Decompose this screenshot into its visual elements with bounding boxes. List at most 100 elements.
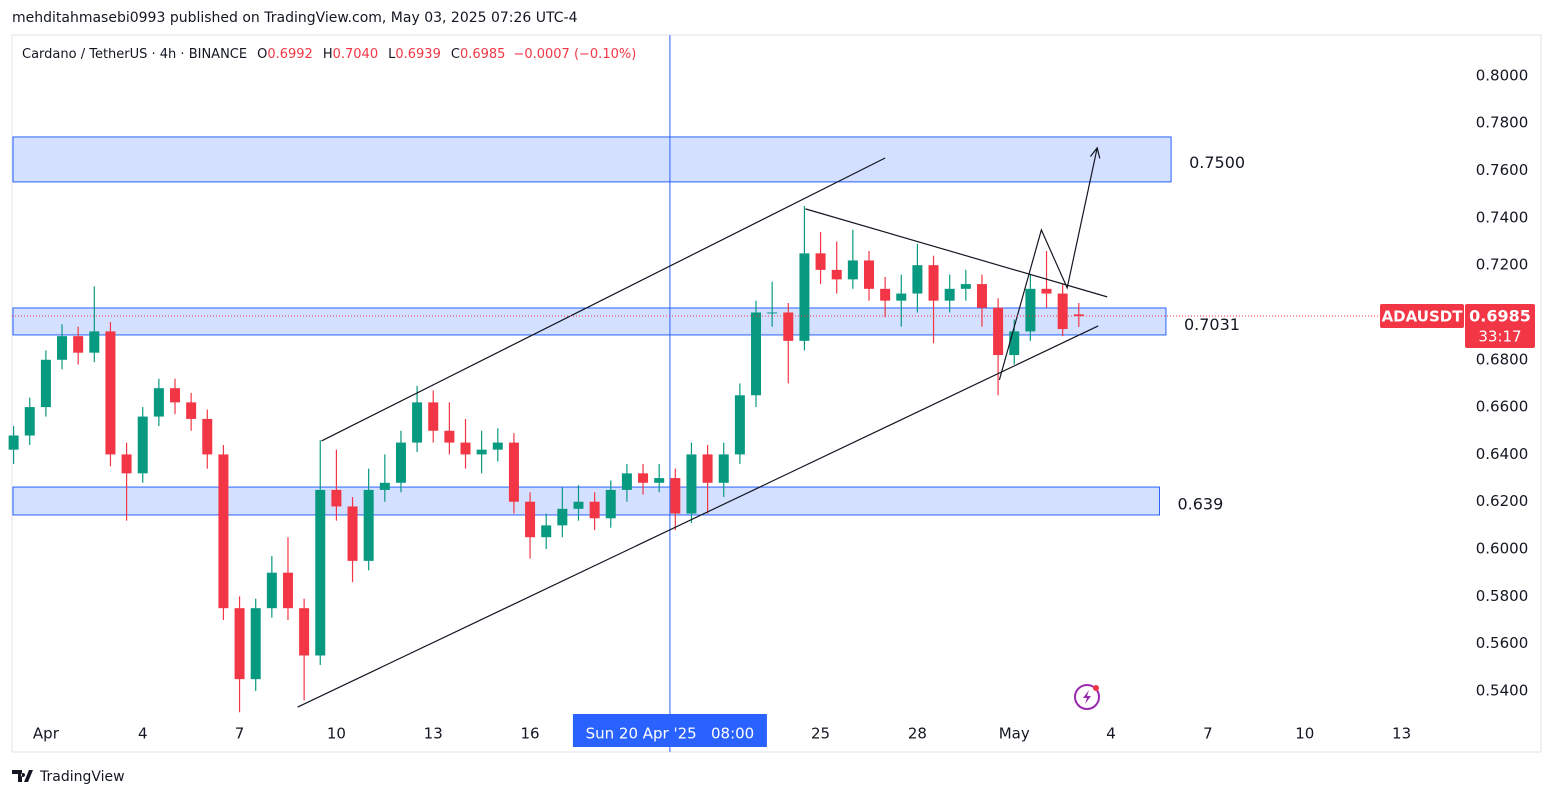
x-tick-label: 10: [1295, 725, 1314, 743]
symbol-label: ADAUSDT: [1382, 308, 1464, 326]
candle-body: [170, 388, 181, 403]
candle-body: [541, 525, 552, 538]
zone-label: 0.7500: [1189, 153, 1245, 172]
candle-body: [8, 435, 19, 450]
candle-body: [847, 260, 858, 280]
legend-symbol: Cardano / TetherUS · 4h · BINANCE: [22, 47, 247, 62]
zone-label: 0.7031: [1184, 315, 1240, 334]
candle-body: [912, 265, 923, 294]
candle-body: [202, 418, 213, 455]
legend-o-label: O: [257, 47, 267, 62]
frame: [11, 34, 1542, 753]
x-tick-label: Apr: [33, 725, 60, 743]
candle-body: [1073, 314, 1084, 317]
zone-label: 0.639: [1177, 495, 1223, 514]
candle-body: [1041, 288, 1052, 294]
zone: [12, 486, 1160, 516]
candle-body: [492, 442, 503, 450]
candle-body: [1009, 331, 1020, 356]
candle-body: [137, 416, 148, 474]
y-tick-label: 0.8000: [1476, 66, 1529, 84]
candle-body: [734, 395, 745, 455]
y-tick-label: 0.7600: [1476, 161, 1529, 179]
y-tick-label: 0.6200: [1476, 492, 1529, 510]
legend-o: 0.6992: [267, 47, 313, 62]
candle-body: [638, 473, 649, 483]
legend-h-label: H: [323, 47, 333, 62]
legend-l: 0.6939: [395, 47, 441, 62]
legend-l-label: L: [388, 47, 396, 62]
candle-body: [299, 608, 310, 656]
trendline: [297, 325, 1099, 708]
x-tick-label: 25: [811, 725, 830, 743]
candle-body: [831, 269, 842, 280]
price-label: 0.6985: [1469, 307, 1531, 326]
y-tick-label: 0.5600: [1476, 634, 1529, 652]
candle-body: [960, 284, 971, 289]
y-tick-label: 0.5400: [1476, 681, 1529, 699]
candle-body: [428, 402, 439, 431]
candle-body: [89, 331, 100, 353]
candle-body: [331, 489, 342, 507]
candle-body: [944, 288, 955, 301]
candle-body: [508, 442, 519, 502]
x-tick-label: 16: [521, 725, 540, 743]
candle-body: [412, 402, 423, 443]
trendline: [321, 157, 886, 442]
y-tick-label: 0.7200: [1476, 256, 1529, 274]
y-tick-label: 0.7800: [1476, 114, 1529, 132]
candle-body: [993, 307, 1004, 356]
candle-body: [347, 506, 358, 561]
trendline: [998, 147, 1098, 381]
candle-body: [186, 402, 197, 419]
y-tick-label: 0.6600: [1476, 398, 1529, 416]
legend-c: 0.6985: [460, 47, 506, 62]
candle-body: [250, 608, 261, 680]
candle-body: [863, 260, 874, 289]
y-tick-label: 0.6000: [1476, 540, 1529, 558]
candle-body: [476, 449, 487, 455]
candle-body: [783, 312, 794, 341]
symbol-box: [1380, 304, 1464, 329]
candle-body: [379, 482, 390, 490]
candle-body: [880, 288, 891, 301]
x-tick-label: May: [999, 725, 1030, 743]
zone: [12, 136, 1172, 183]
legend-change: −0.0007 (−0.10%): [513, 47, 636, 62]
candle-body: [40, 359, 51, 408]
candle-body: [395, 442, 406, 483]
candle-body: [73, 336, 84, 353]
x-tick-label: 13: [424, 725, 443, 743]
candle-body: [557, 508, 568, 526]
candle-body: [654, 478, 665, 483]
candle-body: [799, 253, 810, 341]
candle-body: [702, 454, 713, 483]
candle-body: [976, 284, 987, 308]
crosshair-box: [572, 714, 767, 747]
candle-body: [218, 454, 229, 609]
y-tick-label: 0.6400: [1476, 445, 1529, 463]
candle-body: [57, 336, 68, 360]
candle-body: [121, 454, 132, 474]
x-tick-label: 4: [1106, 725, 1116, 743]
x-tick-label: 10: [327, 725, 346, 743]
candle-body: [105, 331, 116, 455]
candle-body: [525, 501, 536, 538]
legend-h: 0.7040: [333, 47, 379, 62]
y-tick-label: 0.5800: [1476, 587, 1529, 605]
x-tick-label: 7: [235, 725, 245, 743]
footer: TradingView: [39, 769, 125, 785]
candle-body: [896, 293, 907, 301]
crosshair-label: Sun 20 Apr '25 08:00: [586, 725, 755, 743]
countdown: 33:17: [1478, 328, 1521, 346]
candle-body: [363, 489, 374, 561]
candle-body: [686, 454, 697, 514]
candle-body: [234, 608, 245, 680]
trendline: [805, 208, 1108, 298]
candle-body: [767, 312, 778, 314]
header: mehditahmasebi0993 published on TradingV…: [12, 10, 578, 26]
legend: Cardano / TetherUS · 4h · BINANCE O0.6992…: [22, 47, 636, 62]
candle-body: [928, 265, 939, 301]
